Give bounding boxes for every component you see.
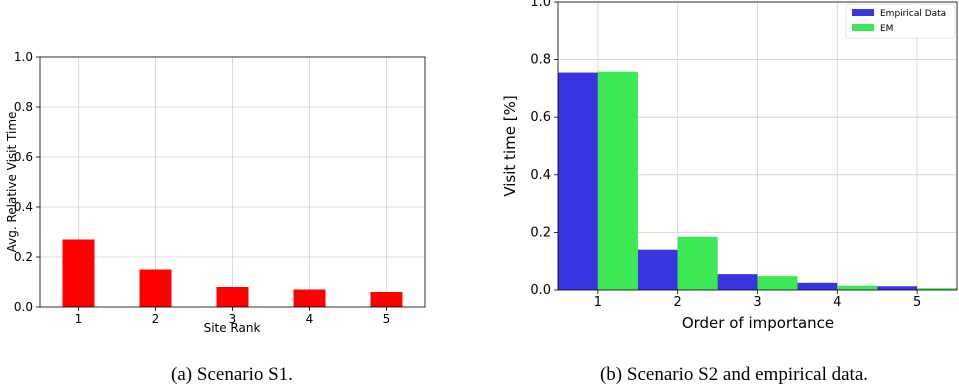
- chart-a-bar-rank-2: [139, 269, 172, 307]
- chart-b-bars: [557, 71, 958, 290]
- chart-b-y-ticks: 0.0 0.2 0.4 0.6 0.8 1.0: [530, 0, 558, 298]
- chart-b-legend: Empirical Data EM: [845, 3, 956, 39]
- chart-b-y-tick-label: 0.0: [530, 283, 551, 298]
- chart-a-x-tick-label: 4: [306, 312, 314, 326]
- chart-b-y-tick-label: 0.8: [530, 53, 551, 68]
- legend-swatch-em: [852, 24, 874, 31]
- chart-a-y-tick-label: 0.6: [14, 150, 33, 164]
- chart-a-y-tick-label: 0.4: [14, 200, 33, 214]
- chart-b-bar-em-5: [917, 288, 958, 290]
- chart-b-x-ticks: 1 2 3 4 5: [594, 290, 921, 310]
- chart-a-y-tick-label: 1.0: [14, 50, 33, 64]
- chart-a-x-tick-label: 3: [229, 312, 237, 326]
- chart-b-bar-em-4: [837, 285, 878, 290]
- chart-b-x-tick-label: 5: [913, 295, 921, 310]
- chart-b-bar-em-3: [757, 276, 798, 290]
- chart-b-y-tick-label: 0.2: [530, 225, 551, 240]
- legend-label-em: EM: [880, 24, 893, 34]
- chart-a-y-tick-label: 0.8: [14, 100, 33, 114]
- chart-a-x-tick-label: 5: [383, 312, 391, 326]
- chart-b-bar-empirical-4: [797, 282, 838, 290]
- chart-b-bar-empirical-1: [557, 72, 598, 290]
- chart-b-x-axis-label: Order of importance: [682, 314, 834, 332]
- chart-b-x-tick-label: 1: [594, 295, 602, 310]
- chart-a-y-ticks: 0.0 0.2 0.4 0.6 0.8 1.0: [14, 50, 40, 314]
- chart-b-y-tick-label: 0.4: [530, 168, 551, 183]
- chart-b-y-tick-label: 1.0: [530, 0, 551, 10]
- chart-b-x-tick-label: 3: [753, 295, 761, 310]
- chart-a-bars: [62, 239, 403, 307]
- chart-b-x-tick-label: 2: [674, 295, 682, 310]
- chart-b-bar-em-1: [597, 71, 638, 290]
- chart-a-scenario-s1: 0.0 0.2 0.4 0.6 0.8 1.0 1 2 3 4 5 Site Rank Avg. …: [5, 50, 426, 385]
- chart-a-caption: (a) Scenario S1.: [171, 364, 293, 385]
- chart-b-bar-empirical-3: [717, 274, 758, 290]
- chart-a-x-tick-label: 2: [152, 312, 160, 326]
- chart-b-bar-empirical-5: [877, 286, 918, 290]
- chart-a-x-tick-label: 1: [75, 312, 83, 326]
- chart-a-y-axis-label: Avg. Relative Visit Time: [5, 112, 19, 253]
- chart-b-caption: (b) Scenario S2 and empirical data.: [600, 364, 868, 385]
- chart-a-x-axis-label: Site Rank: [204, 321, 261, 335]
- chart-a-x-ticks: 1 2 3 4 5: [75, 307, 391, 326]
- legend-swatch-empirical-data: [852, 9, 874, 16]
- chart-b-scenario-s2: 0.0 0.2 0.4 0.6 0.8 1.0 1 2 3 4 5 Order of import…: [501, 0, 958, 385]
- legend-label-empirical-data: Empirical Data: [880, 9, 946, 19]
- chart-a-bar-rank-1: [62, 239, 95, 307]
- chart-a-grid: [40, 56, 425, 308]
- chart-a-y-tick-label: 0.0: [14, 300, 33, 314]
- chart-a-bar-rank-4: [293, 289, 326, 307]
- chart-a-bar-rank-5: [370, 292, 403, 307]
- chart-a-bar-rank-3: [216, 287, 249, 307]
- chart-b-y-axis-label: Visit time [%]: [501, 95, 519, 196]
- chart-b-bar-em-2: [677, 236, 718, 290]
- chart-b-x-tick-label: 4: [833, 295, 841, 310]
- chart-b-bar-empirical-2: [637, 249, 678, 290]
- chart-b-y-tick-label: 0.6: [530, 110, 551, 125]
- chart-a-y-tick-label: 0.2: [14, 250, 33, 264]
